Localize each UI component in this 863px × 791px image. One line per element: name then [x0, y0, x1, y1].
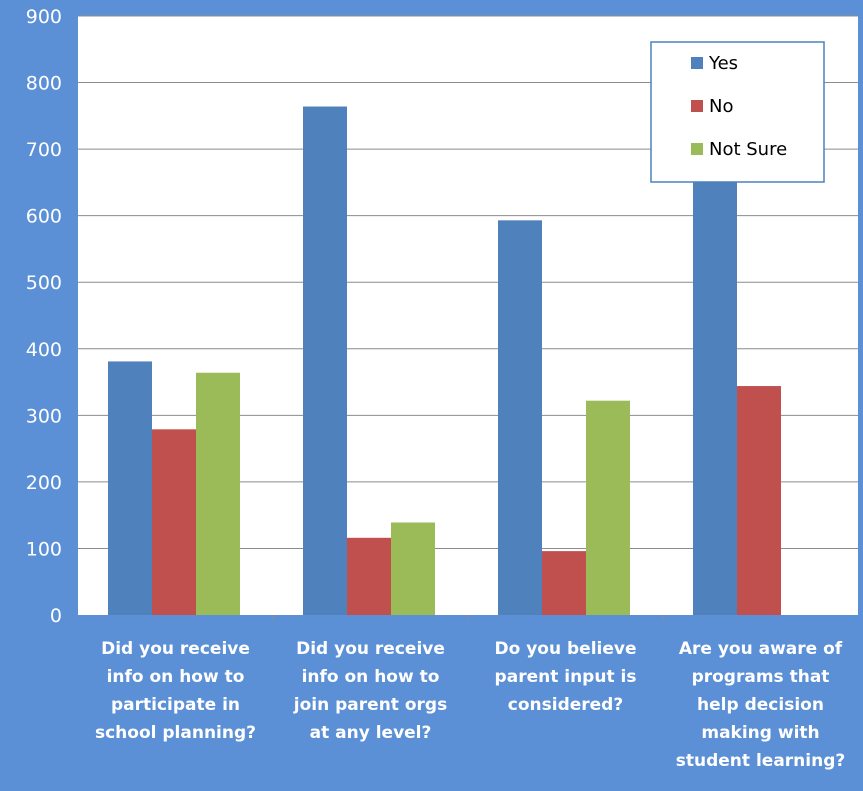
bars	[108, 106, 781, 615]
bar-yes	[498, 220, 542, 615]
x-axis-category-labels: Did you receive info on how to participate…	[95, 639, 845, 771]
bar-no	[347, 537, 391, 615]
bar-yes	[303, 106, 347, 615]
y-tick-label: 600	[26, 206, 62, 228]
legend-label: Not Sure	[709, 139, 787, 160]
bar-yes	[693, 181, 737, 615]
x-category-label: Did you receive info on how to join parent…	[293, 639, 447, 743]
x-category-label: Did you receive info on how to participate…	[95, 639, 256, 743]
y-tick-label: 900	[26, 6, 62, 28]
y-tick-label: 0	[50, 605, 62, 627]
bar-not-sure	[586, 400, 630, 615]
y-axis-tick-labels: 0 100 200 300 400 500 600 700 800 900	[26, 6, 62, 627]
bar-not-sure	[196, 372, 240, 615]
bar-yes	[108, 361, 152, 615]
y-tick-label: 400	[26, 339, 62, 361]
y-tick-label: 800	[26, 73, 62, 95]
legend-swatch	[691, 100, 703, 112]
bar-not-sure	[391, 522, 435, 615]
y-tick-label: 500	[26, 272, 62, 294]
bar-no	[542, 551, 586, 615]
legend-swatch	[691, 57, 703, 69]
y-tick-label: 300	[26, 405, 62, 427]
legend-label: No	[709, 96, 733, 117]
legend-label: Yes	[708, 53, 738, 74]
x-category-label: Are you aware of programs that help decisi…	[676, 639, 845, 771]
y-tick-label: 200	[26, 472, 62, 494]
bar-no	[152, 429, 196, 615]
y-tick-label: 700	[26, 139, 62, 161]
x-category-label: Do you believe parent input is considered?	[495, 639, 637, 715]
y-tick-label: 100	[26, 538, 62, 560]
legend-swatch	[691, 143, 703, 155]
bar-no	[737, 386, 781, 615]
legend-box	[650, 41, 825, 183]
legend: Yes No Not Sure	[650, 41, 825, 183]
